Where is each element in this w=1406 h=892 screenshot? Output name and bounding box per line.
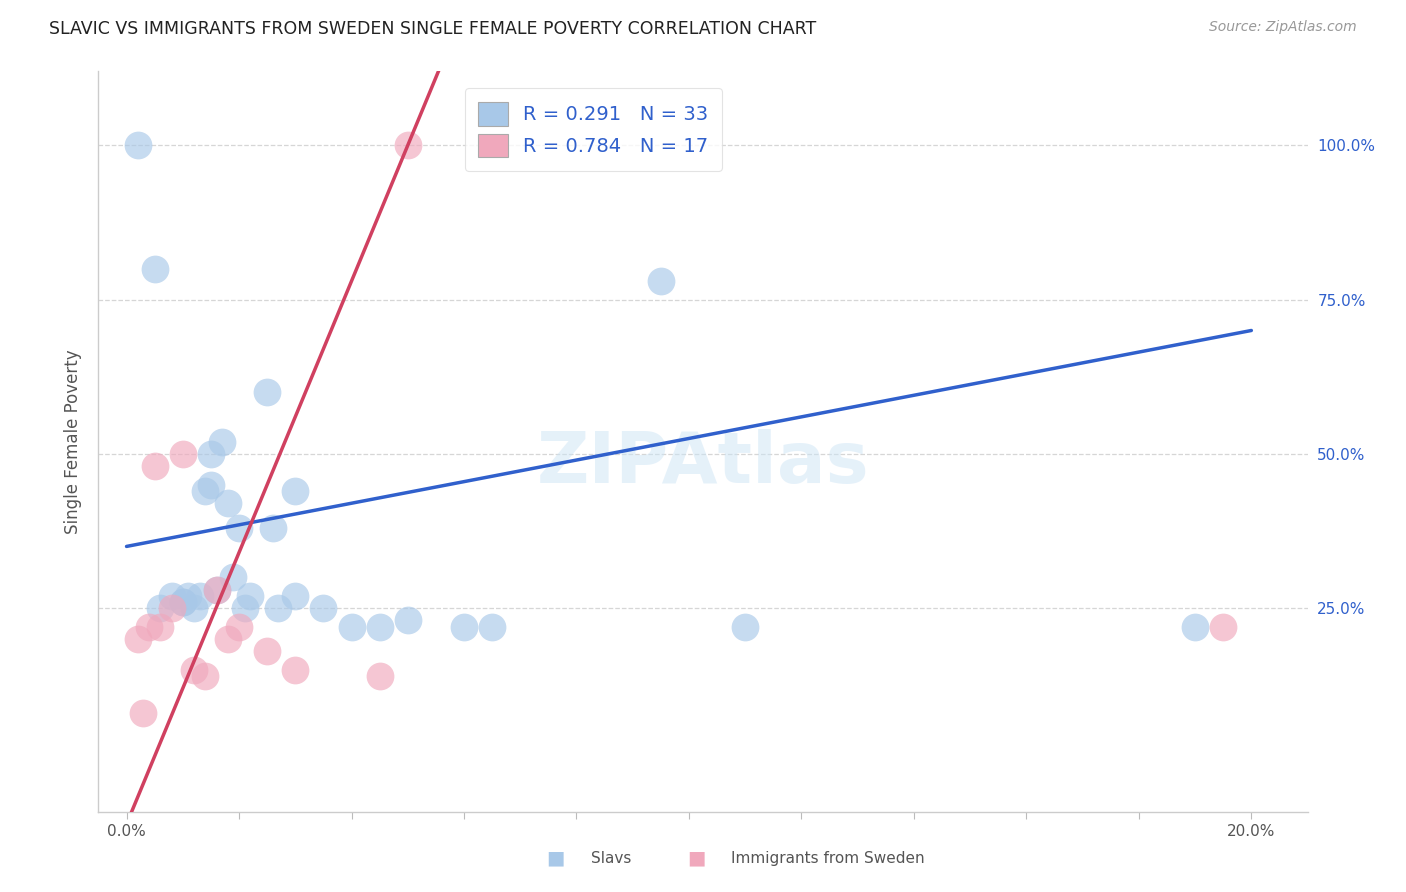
Text: Slavs: Slavs: [591, 851, 631, 865]
Point: [127, 632, 149, 646]
Point: [262, 521, 284, 535]
Point: [188, 589, 211, 603]
Point: [143, 261, 166, 276]
Point: [233, 601, 256, 615]
Point: [284, 483, 307, 498]
Point: [267, 601, 290, 615]
Point: [239, 589, 262, 603]
Point: [149, 619, 172, 633]
Point: [211, 434, 233, 449]
Text: ZIPAtlas: ZIPAtlas: [537, 429, 869, 499]
Point: [132, 706, 155, 720]
Text: ■: ■: [546, 848, 565, 868]
Point: [194, 483, 217, 498]
Point: [481, 619, 503, 633]
Point: [177, 589, 200, 603]
Point: [228, 619, 250, 633]
Point: [284, 663, 307, 677]
Point: [222, 570, 245, 584]
Point: [284, 589, 307, 603]
Point: [368, 669, 391, 683]
Point: [172, 595, 194, 609]
Point: [734, 619, 756, 633]
Point: [172, 447, 194, 461]
Point: [149, 601, 172, 615]
Point: [1212, 619, 1234, 633]
Point: [396, 614, 419, 628]
Legend: R = 0.291   N = 33, R = 0.784   N = 17: R = 0.291 N = 33, R = 0.784 N = 17: [465, 88, 721, 171]
Text: Immigrants from Sweden: Immigrants from Sweden: [731, 851, 925, 865]
Point: [340, 619, 363, 633]
Point: [183, 663, 205, 677]
Point: [228, 521, 250, 535]
Point: [217, 496, 239, 510]
Point: [172, 595, 194, 609]
Y-axis label: Single Female Poverty: Single Female Poverty: [63, 350, 82, 533]
Point: [205, 582, 228, 597]
Point: [143, 459, 166, 474]
Text: SLAVIC VS IMMIGRANTS FROM SWEDEN SINGLE FEMALE POVERTY CORRELATION CHART: SLAVIC VS IMMIGRANTS FROM SWEDEN SINGLE …: [49, 20, 817, 37]
Point: [183, 601, 205, 615]
Point: [160, 601, 183, 615]
Point: [205, 582, 228, 597]
Point: [127, 138, 149, 153]
Point: [368, 619, 391, 633]
Point: [217, 632, 239, 646]
Point: [1184, 619, 1206, 633]
Point: [160, 589, 183, 603]
Point: [396, 138, 419, 153]
Text: ■: ■: [686, 848, 706, 868]
Point: [200, 447, 222, 461]
Point: [256, 385, 278, 400]
Point: [200, 477, 222, 491]
Point: [312, 601, 335, 615]
Point: [256, 644, 278, 658]
Point: [650, 274, 672, 288]
Point: [194, 669, 217, 683]
Point: [453, 619, 475, 633]
Point: [138, 619, 160, 633]
Text: Source: ZipAtlas.com: Source: ZipAtlas.com: [1209, 20, 1357, 34]
